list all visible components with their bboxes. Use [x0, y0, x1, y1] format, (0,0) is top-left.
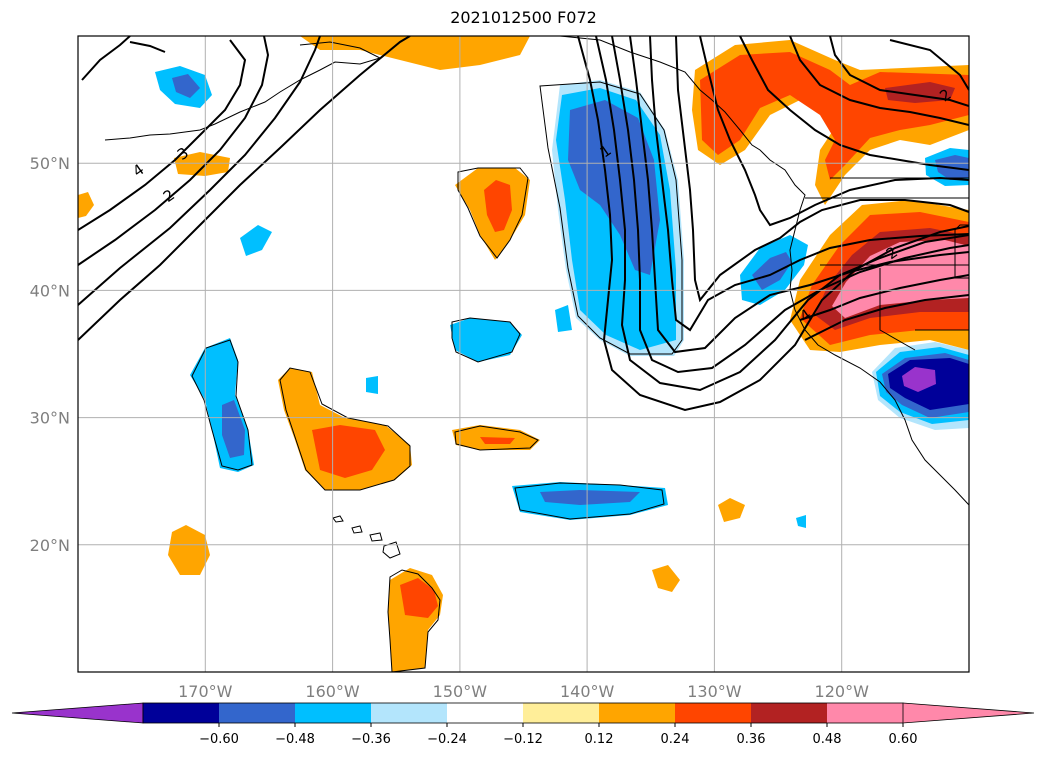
colorbar-tick-label: 0.60 [889, 732, 918, 747]
lon-tick-label: 170°W [178, 682, 233, 701]
anomaly-negative-pacific-trough [552, 80, 684, 356]
lon-tick-label: 120°W [815, 682, 870, 701]
axis-tick-labels: 170°W 160°W 150°W 140°W 130°W 120°W 50°N 40°N 30… [30, 154, 869, 701]
lon-tick-label: 130°W [687, 682, 742, 701]
map-title: 2021012500 F072 [450, 8, 597, 27]
colorbar-segment [675, 703, 752, 723]
colorbar-segment [751, 703, 828, 723]
colorbar-tick-label: 0.12 [585, 732, 614, 747]
colorbar-tick-label: −0.36 [351, 732, 391, 747]
lat-tick-label: 30°N [30, 409, 70, 428]
colorbar-tick-label: 0.24 [661, 732, 690, 747]
coastlines [104, 36, 969, 672]
colorbar-segment [523, 703, 600, 723]
colorbar-extend-low [11, 702, 144, 724]
lon-tick-label: 150°W [433, 682, 488, 701]
colorbar: −0.60 −0.48 −0.36 −0.24 −0.12 0.12 0.24 0.36 0.4… [11, 702, 1035, 747]
anomaly-positive-west-us [790, 200, 969, 352]
anomaly-positive-alaska [300, 36, 530, 70]
colorbar-segment [599, 703, 676, 723]
colorbar-tick-label: −0.24 [427, 732, 467, 747]
lat-tick-label: 40°N [30, 281, 70, 300]
colorbar-tick-label: −0.12 [503, 732, 543, 747]
colorbar-extend-high [902, 702, 1035, 724]
colorbar-segment [295, 703, 372, 723]
lat-tick-label: 20°N [30, 536, 70, 555]
lat-tick-label: 50°N [30, 154, 70, 173]
colorbar-segment [447, 703, 524, 723]
colorbar-tick-label: 0.36 [737, 732, 766, 747]
anomaly-negative-cells [155, 66, 969, 528]
colorbar-segment [143, 703, 220, 723]
colorbar-tick-label: −0.60 [199, 732, 239, 747]
colorbar-segment [371, 703, 448, 723]
lon-tick-label: 160°W [305, 682, 360, 701]
colorbar-tick-label: 0.48 [813, 732, 842, 747]
anomaly-negative-california [872, 342, 969, 430]
map-frame [77, 35, 970, 673]
colorbar-tick-label: −0.48 [275, 732, 315, 747]
colorbar-segment [219, 703, 296, 723]
shaded-field [78, 36, 969, 672]
lon-tick-label: 140°W [560, 682, 615, 701]
gridlines [78, 36, 969, 672]
contour-lines [78, 36, 969, 412]
colorbar-segment [827, 703, 904, 723]
